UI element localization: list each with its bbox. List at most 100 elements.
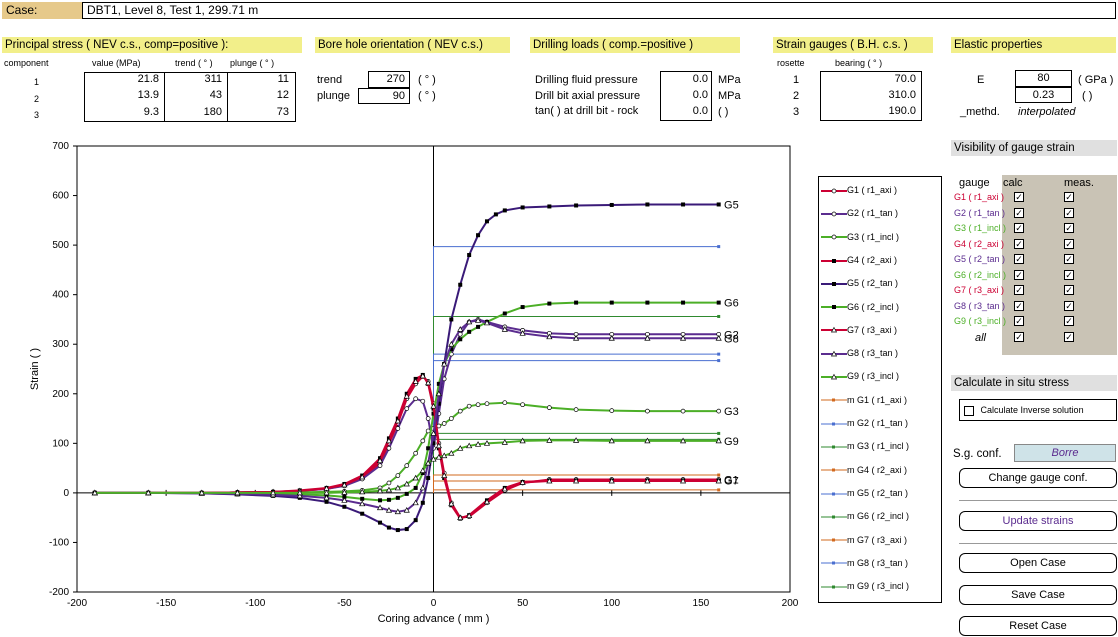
axial-pressure-input[interactable]: 0.0	[692, 89, 708, 101]
legend-swatch	[821, 561, 847, 565]
data-point	[474, 441, 482, 447]
fluid-pressure-unit: MPa	[718, 74, 741, 86]
meas-checkbox[interactable]: ✓	[1064, 269, 1074, 280]
data-point	[436, 381, 441, 386]
sg-conf-value[interactable]: Borre	[1014, 444, 1116, 462]
calc-checkbox[interactable]: ✓	[1014, 238, 1024, 249]
meas-checkbox[interactable]: ✓	[1064, 238, 1074, 249]
meas-checkbox[interactable]: ✓	[1064, 285, 1074, 295]
inverse-solution-toggle[interactable]: Calculate Inverse solution	[959, 399, 1117, 421]
sigma1-value[interactable]: 21.8	[137, 73, 159, 85]
E-input[interactable]: 80	[1015, 70, 1072, 87]
data-point	[457, 514, 464, 521]
sigma3-trend[interactable]: 180	[203, 106, 222, 118]
data-point	[404, 406, 410, 411]
meas-checkbox[interactable]: ✓	[1064, 192, 1074, 202]
header-plunge: plunge ( ° )	[230, 58, 275, 68]
sigma3-plunge[interactable]: 73	[276, 106, 289, 118]
inverse-checkbox[interactable]	[964, 405, 974, 416]
header-component: component	[4, 58, 49, 68]
legend-swatch	[821, 585, 847, 589]
data-point	[395, 473, 401, 478]
meas-checkbox[interactable]: ✓	[1064, 223, 1074, 233]
sigma2-trend[interactable]: 43	[209, 89, 222, 101]
data-point	[483, 440, 491, 446]
open-case-button[interactable]: Open Case	[959, 553, 1117, 573]
plunge-input[interactable]: 90	[358, 88, 410, 104]
all-calc-checkbox[interactable]: ✓	[1014, 331, 1024, 342]
save-case-button[interactable]: Save Case	[959, 585, 1117, 605]
plunge-label: plunge	[317, 90, 351, 102]
bearing-2-input[interactable]: 310.0	[888, 89, 916, 101]
legend-label: G3 ( r1_incl )	[847, 231, 900, 242]
visibility-gauge-label: G3 ( r1_incl )	[954, 223, 1007, 233]
measured-point	[717, 352, 721, 356]
legend-swatch	[821, 281, 847, 286]
meas-checkbox[interactable]: ✓	[1064, 316, 1074, 326]
nu-input[interactable]: 0.23	[1015, 87, 1072, 103]
legend-label: m G7 ( r3_axi )	[847, 534, 908, 545]
fluid-pressure-input[interactable]: 0.0	[692, 73, 708, 85]
meas-checkbox[interactable]: ✓	[1064, 254, 1074, 264]
all-meas-checkbox[interactable]: ✓	[1064, 331, 1074, 342]
reset-case-button[interactable]: Reset Case	[959, 616, 1117, 636]
calc-checkbox[interactable]: ✓	[1014, 300, 1024, 311]
calc-checkbox[interactable]: ✓	[1014, 223, 1024, 233]
data-point	[420, 438, 426, 444]
data-point	[420, 398, 426, 404]
axial-pressure-unit: MPa	[718, 90, 741, 102]
sigma1-trend[interactable]: 311	[204, 73, 222, 85]
meas-checkbox[interactable]: ✓	[1064, 207, 1074, 218]
visibility-gauge-label: G1 ( r1_axi )	[954, 192, 1005, 202]
bearing-3-input[interactable]: 190.0	[888, 105, 916, 117]
sigma1-plunge[interactable]: 11	[277, 73, 289, 85]
calc-checkbox[interactable]: ✓	[1014, 254, 1024, 264]
data-point	[546, 437, 553, 443]
calc-checkbox[interactable]: ✓	[1014, 316, 1024, 326]
data-point	[716, 202, 721, 207]
rosette-3: 3	[793, 106, 800, 118]
calc-checkbox[interactable]: ✓	[1014, 207, 1024, 218]
gauge-header: gauge	[959, 177, 990, 189]
meas-checkbox[interactable]: ✓	[1064, 300, 1074, 311]
visibility-gauge-label: G4 ( r2_axi )	[954, 238, 1005, 249]
sigma3-value[interactable]: 9.3	[143, 106, 159, 118]
bearing-header: bearing ( ° )	[835, 58, 883, 68]
legend-item: G8 ( r3_tan )	[821, 348, 898, 358]
sigma2-plunge[interactable]: 12	[276, 89, 289, 101]
x-axis-label: Coring advance ( mm )	[378, 613, 490, 625]
legend-swatch	[821, 422, 847, 426]
calc-checkbox[interactable]: ✓	[1014, 285, 1024, 295]
header-value: value (MPa)	[92, 58, 141, 68]
borehole-title: Bore hole orientation ( NEV c.s.)	[315, 37, 510, 53]
legend-item: m G3 ( r1_incl )	[821, 441, 909, 451]
calc-checkbox[interactable]: ✓	[1014, 192, 1024, 202]
bearing-1-input[interactable]: 70.0	[894, 73, 916, 85]
legend-swatch	[821, 350, 847, 357]
update-strains-button[interactable]: Update strains	[959, 511, 1117, 531]
data-point	[234, 489, 241, 496]
tan-input[interactable]: 0.0	[692, 105, 708, 117]
data-point	[425, 416, 431, 421]
data-point	[378, 520, 383, 525]
data-point	[608, 477, 615, 484]
data-point	[501, 439, 508, 445]
sigma2-value[interactable]: 13.9	[137, 89, 159, 101]
data-point	[420, 500, 425, 505]
data-point	[466, 403, 472, 409]
data-point	[458, 337, 463, 342]
data-point	[296, 489, 303, 496]
data-point	[441, 452, 448, 459]
calc-checkbox[interactable]: ✓	[1014, 269, 1024, 280]
change-gauge-conf-button[interactable]: Change gauge conf.	[959, 468, 1117, 488]
component-3: 3	[34, 110, 40, 120]
measured-line	[433, 438, 719, 493]
trend-input[interactable]: 270	[368, 71, 410, 88]
data-point	[680, 408, 686, 414]
case-field[interactable]: DBT1, Level 8, Test 1, 299.71 m	[82, 2, 1116, 19]
data-point	[501, 326, 508, 332]
data-point	[449, 347, 454, 352]
y-tick-label: 0	[63, 488, 69, 499]
data-point	[412, 499, 419, 506]
data-point	[716, 408, 722, 414]
